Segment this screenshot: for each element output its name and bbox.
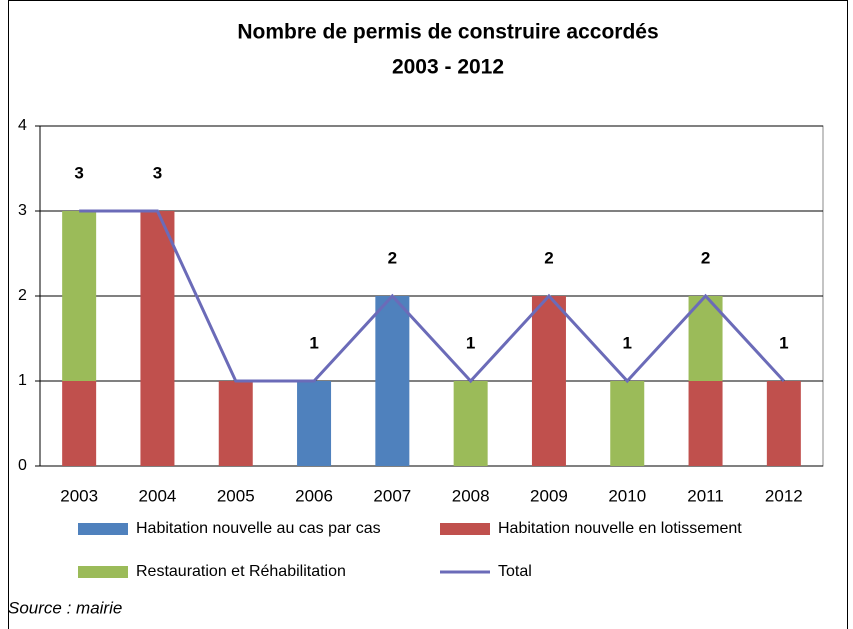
bar <box>218 381 253 466</box>
bar <box>62 381 97 466</box>
data-label: 1 <box>309 333 318 352</box>
y-tick-label: 2 <box>18 287 27 304</box>
y-tick-label: 1 <box>18 372 27 389</box>
x-tick-label: 2008 <box>452 486 490 505</box>
x-tick-label: 2004 <box>139 486 177 505</box>
y-tick-label: 0 <box>18 457 27 474</box>
bar <box>766 381 801 466</box>
source-note: Source : mairie <box>8 598 122 617</box>
chart-title: Nombre de permis de construire accordés <box>237 21 658 44</box>
data-label: 1 <box>466 333 475 352</box>
x-tick-label: 2012 <box>765 486 803 505</box>
data-label: 2 <box>388 248 397 267</box>
legend-label: Restauration et Réhabilitation <box>136 563 346 580</box>
data-label: 3 <box>74 163 83 182</box>
bar <box>531 296 566 466</box>
y-tick-label: 4 <box>18 117 27 134</box>
bar <box>375 296 410 466</box>
bar <box>140 211 175 466</box>
x-tick-label: 2007 <box>373 486 411 505</box>
x-tick-label: 2005 <box>217 486 255 505</box>
x-tick-label: 2006 <box>295 486 333 505</box>
frame <box>8 0 848 629</box>
data-label: 2 <box>544 248 553 267</box>
bar <box>610 381 645 466</box>
bar <box>688 381 723 466</box>
x-tick-label: 2003 <box>60 486 98 505</box>
bar <box>453 381 488 466</box>
x-tick-label: 2011 <box>687 486 724 505</box>
x-tick-label: 2010 <box>608 486 646 505</box>
legend-label: Habitation nouvelle en lotissement <box>498 520 742 537</box>
bar <box>297 381 332 466</box>
data-label: 2 <box>701 248 710 267</box>
bar <box>62 211 97 381</box>
legend-swatch <box>78 523 128 535</box>
data-label: 1 <box>779 333 788 352</box>
line <box>79 209 785 384</box>
legend-swatch <box>440 523 490 535</box>
x-tick-label: 2009 <box>530 486 568 505</box>
data-label: 1 <box>623 333 632 352</box>
chart-title: 2003 - 2012 <box>392 56 504 79</box>
y-tick-label: 3 <box>18 202 27 219</box>
data-label: 3 <box>153 163 162 182</box>
legend-swatch <box>78 566 128 578</box>
legend-label: Total <box>498 563 532 580</box>
legend-label: Habitation nouvelle au cas par cas <box>136 520 381 537</box>
